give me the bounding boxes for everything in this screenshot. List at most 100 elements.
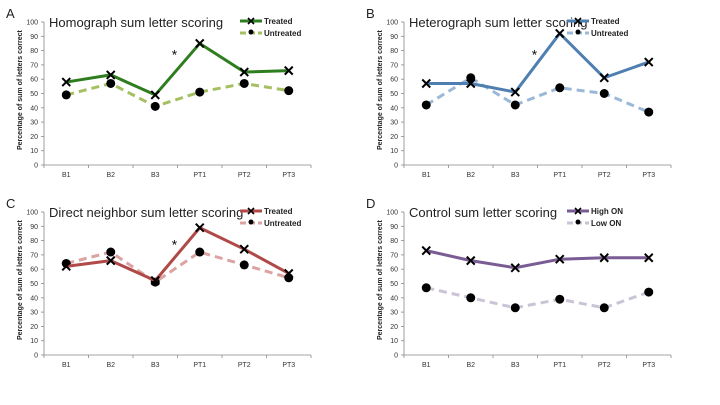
legend-item: High ON — [567, 205, 623, 217]
data-point-treated-b2 — [106, 255, 116, 266]
legend-swatch — [567, 29, 589, 35]
y-tick-label: 30 — [30, 120, 38, 127]
data-point-high-on-b1 — [421, 245, 431, 256]
chart-title: Heterograph sum letter scoring — [409, 15, 588, 30]
data-point-high-on-b3 — [510, 263, 520, 273]
chart-title: Homograph sum letter scoring — [49, 15, 224, 30]
chart-panel-c: C 0 10 20 30 40 50 60 70 80 90 100 B1 B2 B3 PT1 PT2 PT3 * D… — [0, 190, 360, 385]
data-point-treated-pt2 — [239, 67, 249, 77]
panel-label: B — [366, 6, 375, 21]
data-point-untreated-pt2 — [599, 89, 609, 98]
data-point-treated-pt3 — [644, 57, 654, 67]
y-tick-label: 50 — [30, 91, 38, 98]
y-tick-label: 90 — [390, 34, 398, 41]
y-axis-label: Percentage of sum of letters correct — [17, 220, 24, 340]
data-point-treated-b3 — [510, 87, 520, 97]
data-point-untreated-pt2 — [239, 260, 249, 270]
data-point-treated-b3 — [150, 275, 160, 286]
y-tick-label: 20 — [390, 324, 398, 331]
data-point-untreated-pt2 — [239, 78, 249, 88]
y-tick-label: 60 — [30, 77, 38, 84]
y-tick-label: 0 — [394, 163, 398, 170]
y-tick-label: 60 — [30, 267, 38, 274]
chart-title: Direct neighbor sum letter scoring — [49, 205, 244, 220]
panel-label: C — [6, 196, 16, 211]
legend: Treated Untreated — [240, 15, 301, 39]
data-point-low-on-b3 — [510, 303, 520, 313]
legend-item: Treated — [240, 15, 301, 27]
data-point-untreated-pt3 — [644, 107, 654, 117]
data-point-treated-pt3 — [284, 268, 294, 279]
x-tick-label: PT1 — [553, 172, 566, 179]
legend-item: Low ON — [567, 217, 623, 229]
data-point-treated-b2 — [466, 78, 476, 89]
data-point-low-on-pt1 — [555, 294, 565, 304]
x-tick-label: B2 — [466, 172, 475, 179]
chart-panel-b: B 0 10 20 30 40 50 60 70 80 90 100 B1 B2 B3 PT1 PT2 PT3 * H… — [360, 0, 720, 195]
x-tick-label: PT2 — [238, 172, 251, 179]
legend-item: Untreated — [240, 27, 301, 39]
y-tick-label: 100 — [386, 210, 398, 217]
x-tick-label: B3 — [151, 172, 160, 179]
y-tick-label: 20 — [30, 324, 38, 331]
data-point-low-on-pt2 — [599, 303, 609, 313]
y-tick-label: 20 — [390, 134, 398, 141]
data-point-untreated-pt1 — [555, 83, 565, 93]
data-point-untreated-b3 — [510, 100, 520, 110]
series-line-untreated — [65, 81, 289, 108]
legend-label: Untreated — [591, 28, 629, 38]
chart-plot: 0 10 20 30 40 50 60 70 80 90 100 B1 B2 B3 PT1 PT2 PT3 * — [26, 20, 312, 179]
y-tick-label: 40 — [390, 105, 398, 112]
significance-marker: * — [532, 46, 538, 62]
series-line-low-on — [425, 286, 650, 310]
y-tick-label: 0 — [34, 163, 38, 170]
x-tick-label: B3 — [511, 172, 520, 179]
x-tick-label: B3 — [151, 362, 160, 369]
data-point-treated-b3 — [150, 90, 160, 100]
y-tick-label: 60 — [390, 267, 398, 274]
y-tick-label: 0 — [34, 353, 38, 360]
data-point-treated-pt1 — [195, 38, 205, 49]
x-tick-label: B3 — [511, 362, 520, 369]
y-tick-label: 30 — [30, 310, 38, 317]
data-point-untreated-b3 — [150, 101, 160, 111]
data-point-treated-pt3 — [284, 65, 294, 76]
x-tick-label: PT2 — [598, 362, 611, 369]
series-line-treated — [66, 41, 289, 97]
legend-item: Untreated — [240, 217, 301, 229]
y-tick-label: 70 — [30, 62, 38, 69]
chart-plot: 0 10 20 30 40 50 60 70 80 90 100 B1 B2 B3 PT1 PT2 PT3 — [386, 210, 672, 369]
series-line-treated — [66, 226, 290, 283]
y-tick-label: 90 — [390, 224, 398, 231]
series-line-treated — [426, 31, 650, 94]
data-point-treated-pt1 — [555, 28, 565, 39]
legend: Treated Untreated — [240, 205, 301, 229]
y-tick-label: 80 — [30, 238, 38, 245]
x-tick-label: B2 — [466, 362, 475, 369]
data-point-treated-b1 — [61, 77, 71, 87]
x-tick-label: PT1 — [553, 362, 566, 369]
y-tick-label: 30 — [390, 120, 398, 127]
x-tick-label: B2 — [106, 362, 115, 369]
y-tick-label: 50 — [30, 281, 38, 288]
legend-swatch — [567, 219, 589, 225]
y-tick-label: 100 — [26, 20, 38, 27]
data-point-high-on-b2 — [466, 255, 476, 266]
data-point-treated-b1 — [61, 261, 71, 272]
y-tick-label: 50 — [390, 281, 398, 288]
x-tick-label: PT3 — [282, 362, 295, 369]
y-axis-label: Percentage of sum of letters correct — [377, 30, 384, 150]
y-tick-label: 80 — [390, 238, 398, 245]
legend-label: Low ON — [591, 218, 622, 228]
x-tick-label: B2 — [106, 172, 115, 179]
legend-swatch — [240, 219, 262, 225]
panel-label: A — [6, 6, 15, 21]
data-point-untreated-b2 — [106, 78, 116, 88]
legend-label: Treated — [591, 16, 620, 26]
data-point-treated-pt1 — [195, 223, 205, 233]
x-tick-label: PT3 — [642, 172, 655, 179]
data-point-untreated-pt1 — [195, 247, 205, 257]
significance-marker: * — [172, 46, 178, 62]
x-tick-label: PT3 — [642, 362, 655, 369]
y-tick-label: 0 — [394, 353, 398, 360]
